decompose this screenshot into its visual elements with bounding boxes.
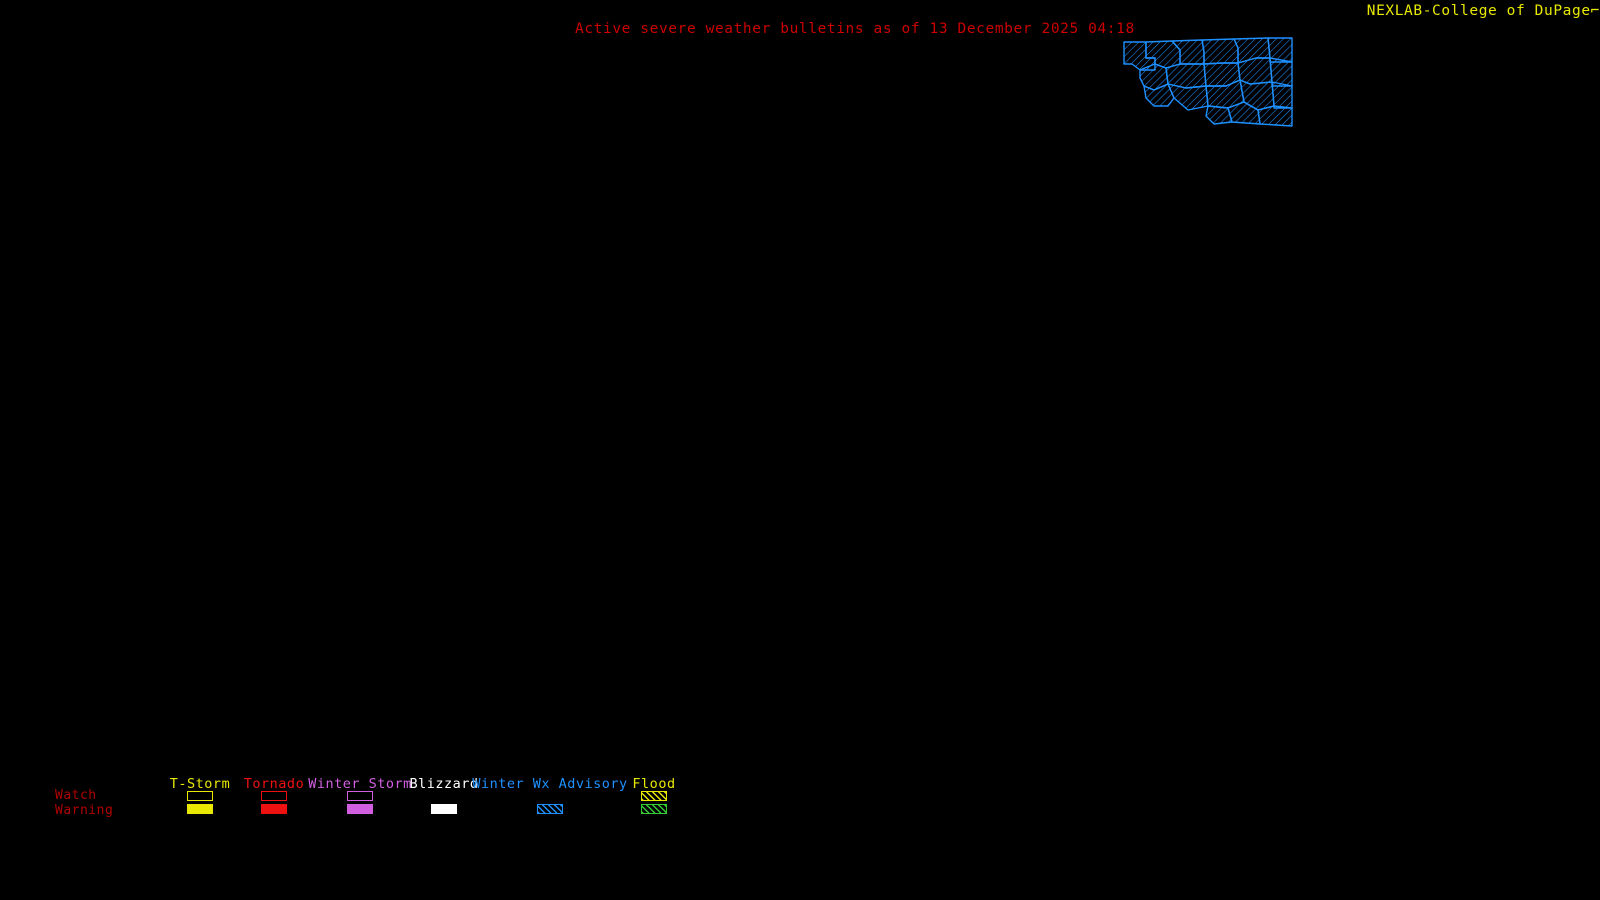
county-polygon bbox=[1201, 38, 1239, 65]
legend-swatch-winter-storm-warning bbox=[347, 804, 373, 814]
legend-label-tstorm: T-Storm bbox=[169, 776, 231, 792]
legend-label-flood: Flood bbox=[632, 776, 676, 792]
legend-label-winter-wx-advisory: Winter Wx Advisory bbox=[472, 776, 628, 792]
legend-label-tornado: Tornado bbox=[243, 776, 305, 792]
brand-credit: NEXLAB-College of DuPage⌐ bbox=[1367, 3, 1600, 19]
county-polygon bbox=[1205, 105, 1233, 125]
legend-swatch-winter-storm-watch bbox=[347, 791, 373, 801]
legend-swatch-tornado-warning bbox=[261, 804, 287, 814]
legend-label-blizzard: Blizzard bbox=[409, 776, 479, 792]
county-polygon bbox=[1237, 57, 1273, 85]
legend-swatch-winter-wx-advisory-warning bbox=[537, 804, 563, 814]
page-title: Active severe weather bulletins as of 13… bbox=[575, 21, 1135, 37]
legend-swatch-tornado-watch bbox=[261, 791, 287, 801]
clipped-glyph: ⌐ bbox=[1590, 3, 1600, 19]
brand-credit-label: NEXLAB-College of DuPage bbox=[1366, 3, 1591, 19]
legend-row-label-watch: Watch bbox=[55, 788, 97, 803]
legend-swatch-tstorm-watch bbox=[187, 791, 213, 801]
legend-swatch-flood-watch bbox=[641, 791, 667, 801]
county-polygon bbox=[1257, 105, 1293, 127]
county-polygons bbox=[1123, 37, 1293, 127]
county-polygon bbox=[1271, 81, 1293, 109]
county-polygon bbox=[1167, 83, 1209, 111]
legend: Watch Warning T-Storm Tornado Winter Sto… bbox=[50, 776, 675, 822]
legend-swatch-tstorm-warning bbox=[187, 804, 213, 814]
county-polygon bbox=[1143, 83, 1175, 107]
legend-row-label-warning: Warning bbox=[55, 803, 114, 818]
advisory-county-map[interactable] bbox=[1110, 28, 1293, 130]
legend-swatch-flood-warning bbox=[641, 804, 667, 814]
legend-label-winter-storm: Winter Storm bbox=[308, 776, 412, 792]
legend-swatch-blizzard-warning bbox=[431, 804, 457, 814]
